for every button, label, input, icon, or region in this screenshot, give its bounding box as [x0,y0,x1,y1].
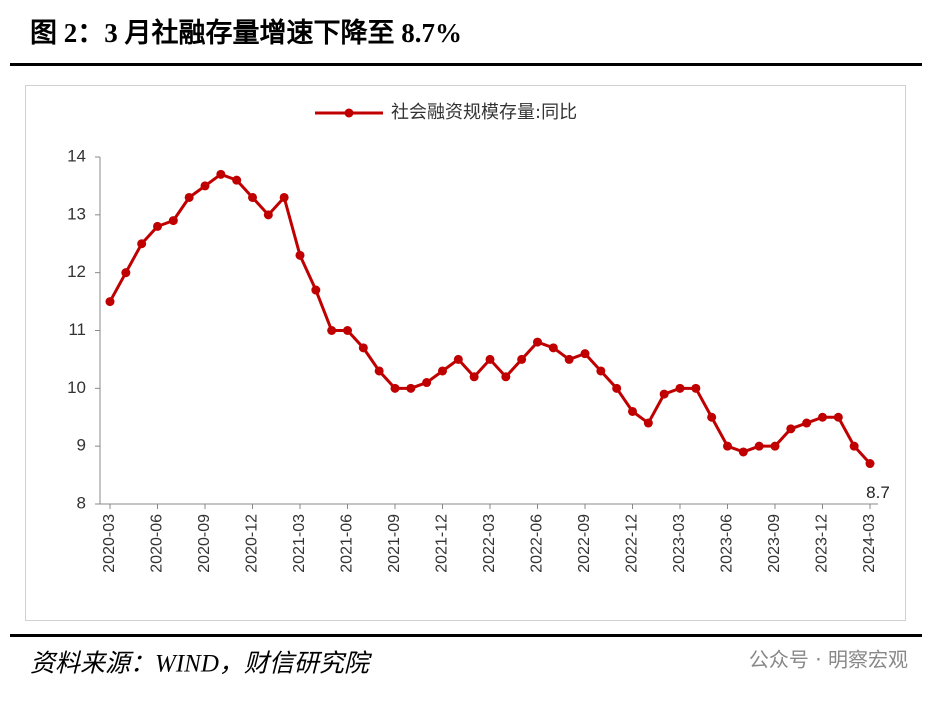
bottom-rule [10,634,922,637]
point [802,418,812,428]
point [723,441,732,451]
x-tick-label: 2022-09 [576,514,593,573]
point [818,412,827,422]
point [517,354,527,364]
x-tick-label: 2022-03 [481,514,498,573]
point [153,221,162,231]
x-tick-label: 2023-12 [814,514,831,573]
point [121,268,131,278]
point [675,383,685,393]
point [453,354,463,364]
point [137,239,147,249]
point [485,354,495,364]
point [786,424,796,434]
point [184,192,194,202]
x-tick-label: 2020-03 [101,514,118,573]
x-tick-label: 2021-06 [339,514,356,573]
point [390,383,400,393]
y-tick-label: 10 [67,378,86,397]
point [105,297,115,307]
point [232,175,242,185]
point [358,343,368,353]
point [263,210,273,220]
x-tick-label: 2021-03 [291,514,308,573]
point [279,192,289,202]
x-tick-label: 2021-09 [386,514,403,573]
chart-frame [25,85,906,621]
point [469,372,479,382]
x-tick-label: 2023-09 [766,514,783,573]
x-tick-label: 2021-12 [434,514,451,573]
point [406,383,416,393]
point [248,192,257,202]
point [691,383,701,393]
legend-label: 社会融资规模存量:同比 [391,102,577,123]
top-rule [10,63,922,66]
x-tick-label: 2020-06 [149,514,166,573]
point [311,285,321,295]
y-tick-label: 8 [77,493,86,512]
point [707,412,717,422]
point [833,412,843,422]
point [770,441,780,451]
point [628,406,637,416]
x-tick-label: 2024-03 [861,514,878,573]
point [865,459,875,469]
point [849,441,859,451]
x-tick-label: 2023-03 [671,514,688,573]
point [327,326,337,335]
point [612,383,622,393]
point [422,378,432,388]
chart-title: 图 2：3 月社融存量增速下降至 8.7% [30,17,462,48]
point [738,447,748,457]
point [548,343,558,353]
point [659,389,669,399]
y-tick-label: 11 [68,320,86,339]
x-tick-label: 2020-12 [244,514,261,573]
x-tick-label: 2022-06 [529,514,546,573]
point [596,366,606,376]
point [374,366,384,376]
point [168,216,178,226]
point [438,366,447,376]
x-tick-label: 2022-12 [624,514,641,573]
point [643,418,653,428]
point [754,441,764,451]
source: 资料来源：WIND，财信研究院 [30,650,373,678]
x-tick-label: 2023-06 [719,514,736,573]
data-label: 8.7 [866,483,890,502]
point [343,326,352,335]
x-tick-label: 2020-09 [196,514,213,573]
point [564,354,574,364]
point [533,337,542,347]
point [501,372,511,382]
y-tick-label: 9 [77,436,86,455]
point [295,250,305,260]
point [216,169,226,179]
y-tick-label: 14 [67,146,86,165]
legend-marker [344,108,354,118]
point [580,349,590,359]
y-tick-label: 13 [67,204,86,223]
point [200,181,210,191]
watermark: 公众号 · 明察宏观 [749,648,908,672]
y-tick-label: 12 [67,262,86,281]
